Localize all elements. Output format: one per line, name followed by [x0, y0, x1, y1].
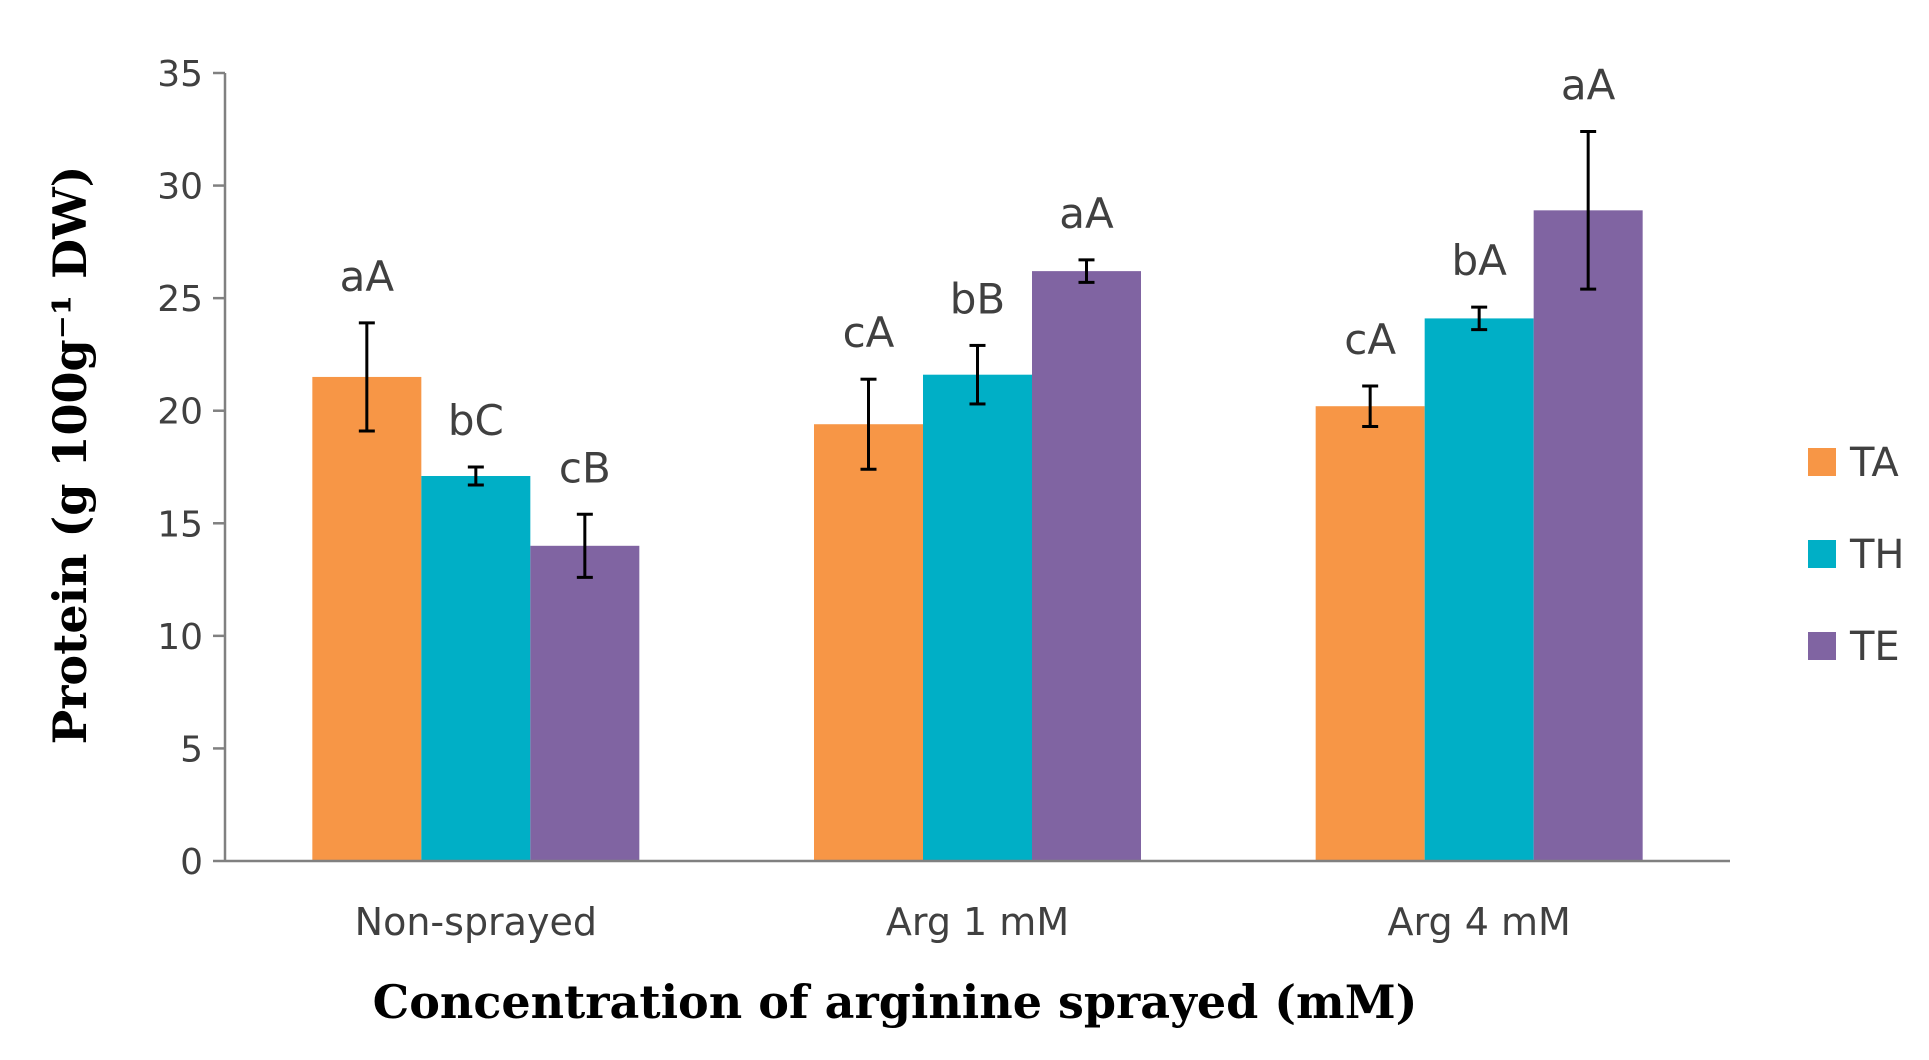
- category-label: Arg 1 mM: [886, 900, 1069, 944]
- significance-label: aA: [340, 252, 395, 301]
- significance-label: cA: [843, 308, 895, 357]
- y-tick-label: 0: [180, 842, 203, 883]
- bar: [1424, 318, 1534, 861]
- y-axis-ticks: 0 5 10 15 20 25 30 35: [157, 54, 225, 883]
- y-tick-label: 25: [157, 279, 203, 320]
- error-bars: [358, 130, 1597, 579]
- bar: [1032, 271, 1141, 861]
- bar: [1533, 210, 1643, 861]
- significance-label: bC: [448, 396, 504, 445]
- legend-swatch: [1808, 540, 1836, 568]
- category-labels: Non-sprayed Arg 1 mM Arg 4 mM: [355, 900, 1571, 944]
- significance-label: aA: [1561, 61, 1616, 110]
- legend-swatch: [1808, 448, 1836, 476]
- axes: [223, 73, 1730, 863]
- y-tick-label: 35: [157, 54, 203, 95]
- legend-label: TA: [1849, 440, 1899, 486]
- y-tick-label: 30: [157, 167, 203, 208]
- bar: [923, 374, 1032, 861]
- y-axis-title: Protein (g 100g⁻¹ DW): [43, 166, 97, 745]
- legend: TA TH TE: [1808, 440, 1905, 670]
- bar: [814, 424, 923, 861]
- category-label: Arg 4 mM: [1388, 900, 1571, 944]
- legend-label: TE: [1849, 624, 1900, 670]
- category-label: Non-sprayed: [355, 900, 597, 944]
- bar: [312, 376, 422, 861]
- bar: [421, 476, 531, 861]
- significance-label: bB: [950, 274, 1005, 323]
- legend-swatch: [1808, 632, 1836, 660]
- bar: [1315, 406, 1425, 861]
- significance-label: aA: [1059, 189, 1114, 238]
- legend-label: TH: [1849, 532, 1905, 578]
- y-tick-label: 20: [157, 392, 203, 433]
- bars: [312, 210, 1643, 861]
- bar: [530, 545, 640, 861]
- significance-label: cB: [559, 443, 611, 492]
- y-tick-label: 15: [157, 504, 203, 545]
- y-tick-label: 10: [157, 617, 203, 658]
- significance-labels: aA bC cB cA bB aA cA bA aA: [340, 61, 1616, 493]
- x-axis-title: Concentration of arginine sprayed (mM): [373, 975, 1418, 1029]
- significance-label: cA: [1344, 315, 1396, 364]
- y-tick-label: 5: [180, 729, 203, 770]
- significance-label: bA: [1451, 236, 1507, 285]
